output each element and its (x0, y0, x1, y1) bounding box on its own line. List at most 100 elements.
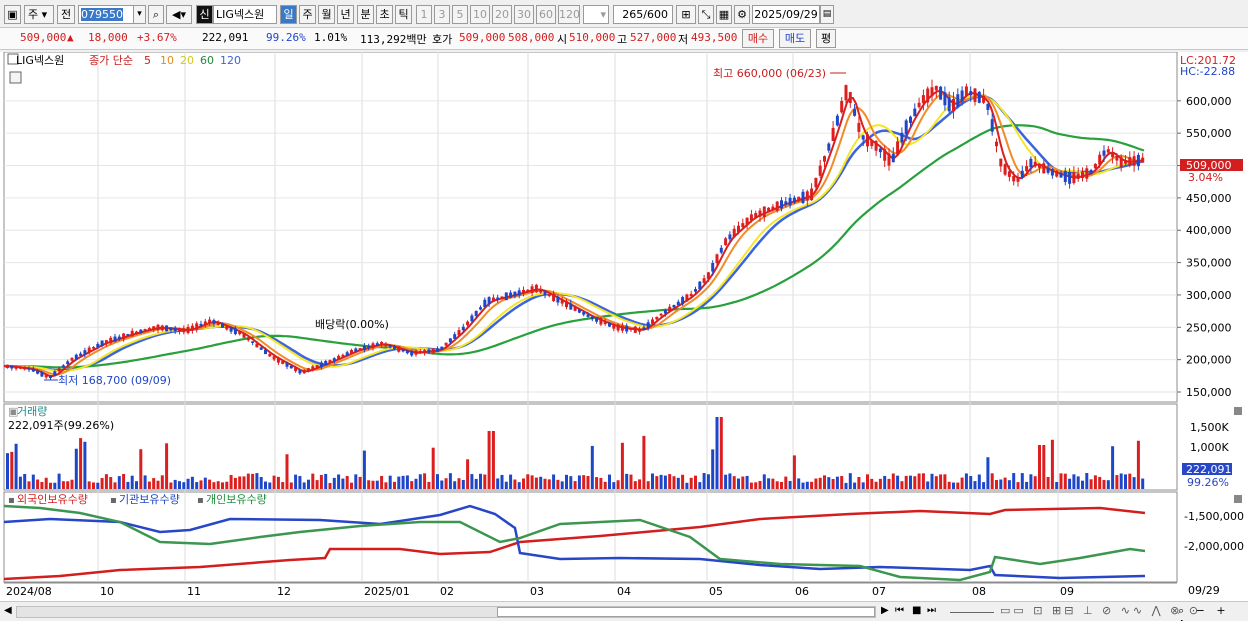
annotation-high: 최고 660,000 (06/23) (713, 67, 826, 80)
date-input[interactable]: 2025/09/29 (752, 5, 820, 24)
volume-bar (298, 476, 302, 489)
candle-body (302, 369, 306, 374)
candle-body (685, 294, 689, 302)
zoom-controls-icon[interactable]: ⌕ − + A (1178, 604, 1230, 621)
price-tag-text: 509,000 (1186, 159, 1232, 172)
volume-bar (229, 474, 233, 489)
interval-custom-select[interactable]: ▾ (583, 5, 609, 24)
volume-panel-close-icon[interactable] (1234, 407, 1242, 415)
candle-body (926, 88, 930, 103)
period-second[interactable]: 초 (376, 5, 393, 24)
volume-bar (190, 476, 194, 489)
last-icon[interactable]: ⏭ (927, 605, 936, 616)
candle-body (332, 358, 336, 361)
candle-body (771, 206, 775, 210)
candle-body (354, 348, 358, 352)
volume-bar (823, 475, 826, 489)
candle-body (513, 291, 517, 297)
candle-body (307, 368, 310, 372)
save-icon[interactable]: ▦ (716, 5, 732, 24)
chart-area[interactable]: LIG넥스원 종가 단순 5 10 20 60 120 최고 660,000 (… (0, 51, 1248, 602)
candle-body (939, 86, 943, 100)
candle-body (315, 365, 319, 368)
candle-body (517, 290, 521, 296)
interval-60[interactable]: 60 (536, 5, 556, 24)
interval-30[interactable]: 30 (514, 5, 534, 24)
period-minute[interactable]: 분 (357, 5, 374, 24)
period-tick[interactable]: 틱 (395, 5, 412, 24)
volume-bar (1124, 474, 1127, 489)
interval-1[interactable]: 1 (416, 5, 432, 24)
scroll-left-icon[interactable]: ◀ (4, 605, 12, 616)
market-type-select[interactable]: 주 ▾ (24, 5, 54, 24)
volume-y-label-1500k: 1,500K (1190, 421, 1229, 434)
zoom-icon[interactable]: ⤡ (698, 5, 714, 24)
interval-20[interactable]: 20 (492, 5, 512, 24)
volume-bar (986, 457, 990, 489)
period-week[interactable]: 주 (299, 5, 316, 24)
candle-body (251, 341, 255, 343)
holding-legend-individual: 개인보유수량 (206, 493, 267, 506)
settings-icon[interactable]: ⚙ (734, 5, 750, 24)
volume-bar (427, 481, 431, 489)
candle-body (393, 346, 396, 349)
eval-button[interactable]: 평 (816, 29, 836, 48)
stock-name-display[interactable]: LIG넥스원 (213, 5, 277, 24)
zoom-slider[interactable] (950, 612, 994, 613)
code-dropdown-icon[interactable]: ▾ (133, 5, 146, 24)
prev-button[interactable]: 전 (57, 5, 75, 24)
volume-bar (461, 479, 465, 489)
volume-panel-icon[interactable]: ▣ (8, 405, 18, 418)
first-icon[interactable]: ⏮ (895, 605, 904, 616)
volume-bar (380, 475, 384, 489)
volume-bar (1089, 479, 1093, 489)
calendar-icon[interactable]: ▤ (820, 5, 834, 24)
volume-bar (74, 448, 78, 489)
sound-icon[interactable]: ◀▾ (166, 5, 192, 24)
volume-bar (160, 475, 164, 489)
volume-bar (878, 478, 882, 489)
volume-bar (848, 473, 852, 489)
drawing-tools-icons[interactable]: ▭▭ ⊡ ⊞⊟ ⊥ ⊘ ∿∿ ⋀ ⊗ ⊙ (1000, 604, 1202, 617)
interval-120[interactable]: 120 (558, 5, 580, 24)
layout-icon[interactable]: ▣ (4, 5, 21, 24)
interval-3[interactable]: 3 (434, 5, 450, 24)
holding-panel-close-icon[interactable] (1234, 495, 1242, 503)
scrollbar-thumb[interactable] (497, 607, 875, 617)
candle-body (1098, 154, 1102, 165)
x-label: 04 (617, 585, 631, 598)
volume-bar (943, 474, 947, 489)
compare-icon[interactable]: ⊞ (676, 5, 696, 24)
volume-bar (724, 474, 728, 489)
grid-toggle-icon[interactable] (9, 71, 22, 84)
count-input[interactable]: 265/600 (613, 5, 673, 24)
period-year[interactable]: 년 (337, 5, 354, 24)
sell-button[interactable]: 매도 (779, 29, 811, 48)
current-price: 509,000 (20, 31, 67, 44)
annotation-dividend: 배당락(0.00%) (315, 318, 389, 331)
candle-body (590, 316, 594, 320)
search-icon[interactable]: ⌕ (148, 5, 164, 24)
period-month[interactable]: 월 (318, 5, 335, 24)
volume-tag-pct: 99.26% (1187, 476, 1229, 489)
price-chart-svg[interactable]: LIG넥스원 종가 단순 5 10 20 60 120 최고 660,000 (… (0, 51, 1248, 602)
candle-body (810, 188, 814, 201)
stock-code-input[interactable]: 079550 (78, 5, 134, 24)
volume-bar (238, 476, 242, 489)
scroll-right-icon[interactable]: ▶ (881, 605, 889, 616)
candle-body (173, 327, 177, 332)
legend-toggle-icon[interactable] (7, 53, 19, 65)
stop-icon[interactable]: ■ (912, 605, 922, 616)
volume-bar (1081, 480, 1084, 489)
buy-button[interactable]: 매수 (742, 29, 774, 48)
interval-5[interactable]: 5 (452, 5, 468, 24)
volume-bar (1136, 440, 1140, 489)
horizontal-scrollbar[interactable] (16, 606, 876, 618)
candle-body (1089, 170, 1093, 175)
candle-body (1085, 168, 1089, 179)
volume-bar (83, 441, 87, 489)
candle-body (569, 303, 573, 310)
period-day[interactable]: 일 (280, 5, 297, 24)
interval-10[interactable]: 10 (470, 5, 490, 24)
volume-bar (466, 459, 470, 489)
